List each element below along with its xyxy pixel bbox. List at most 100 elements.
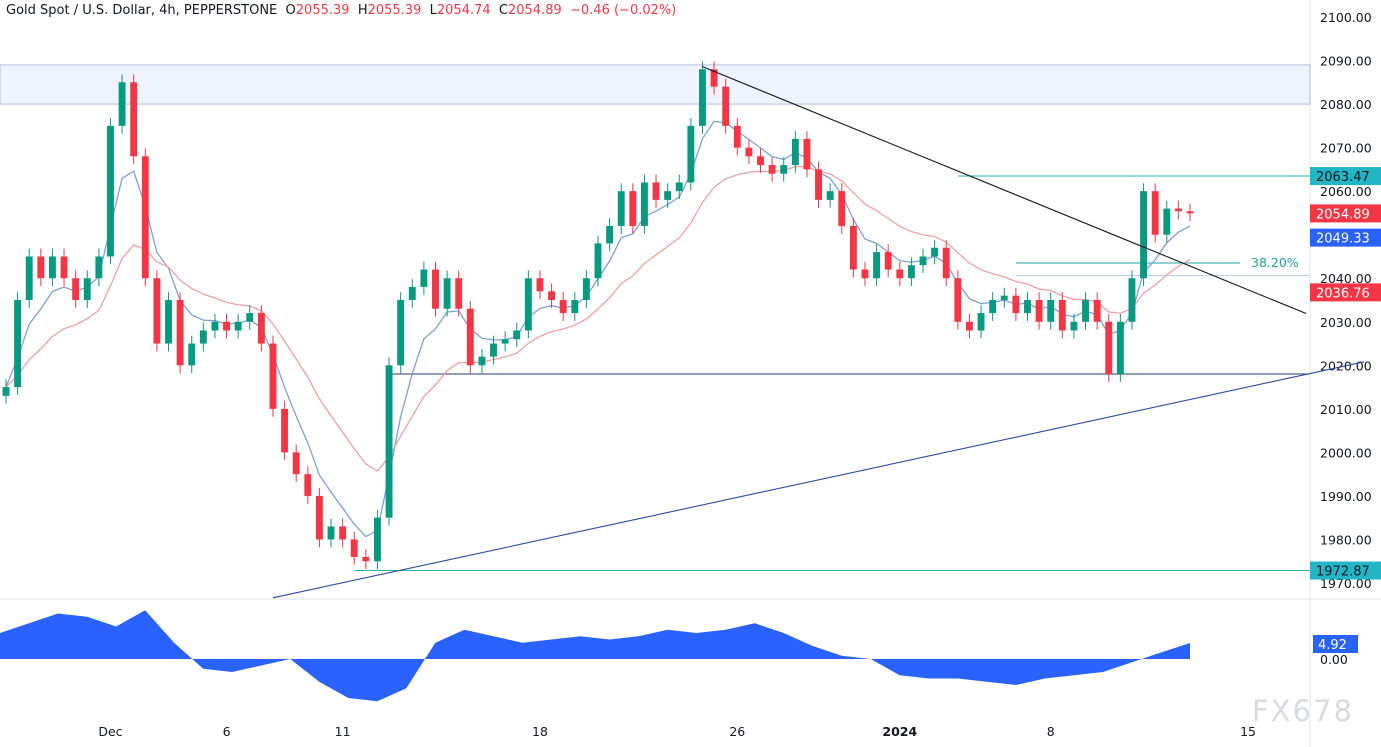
high-value: 2055.39 — [367, 3, 422, 18]
candle-body — [617, 191, 625, 226]
chart-header: Gold Spot / U.S. Dollar, 4h, PEPPERSTONE… — [6, 3, 676, 18]
moving-average-line — [5, 120, 1191, 538]
candle-body — [315, 495, 323, 540]
candle-body — [954, 278, 962, 322]
candle-body — [257, 313, 265, 344]
candle-body — [1058, 300, 1066, 331]
candle-body — [153, 278, 161, 344]
candle-body — [757, 156, 764, 166]
price-label-text: 2054.89 — [1316, 207, 1370, 222]
candle-body — [849, 225, 857, 270]
price-tick-label: 1980.00 — [1320, 532, 1372, 547]
candle-body — [443, 278, 451, 309]
price-label-text: 2049.33 — [1316, 232, 1370, 247]
candle-body — [420, 269, 428, 287]
candle-body — [490, 343, 497, 357]
candle-body — [14, 300, 22, 388]
candle-body — [1128, 278, 1136, 322]
change-value: −0.46 (−0.02%) — [570, 3, 677, 18]
candle-body — [211, 321, 219, 331]
fib-label: 38.20% — [1251, 255, 1299, 270]
candle-body — [722, 86, 730, 126]
candle-body — [768, 165, 776, 174]
close-label: C — [498, 3, 508, 18]
candle-body — [513, 330, 521, 340]
candle-body — [931, 247, 939, 257]
candle-body — [977, 313, 985, 331]
close-value: 2054.89 — [507, 3, 562, 18]
candle-body — [664, 191, 672, 200]
candle-body — [1163, 208, 1171, 235]
candle-body — [455, 278, 463, 309]
candle-body — [1116, 321, 1124, 375]
price-label-badge — [1310, 283, 1381, 302]
candle-body — [362, 556, 370, 562]
candle-body — [745, 147, 753, 157]
candle-body — [791, 138, 799, 166]
candle-body — [629, 191, 637, 226]
price-label-badge — [1310, 204, 1381, 223]
time-tick-label: 11 — [335, 724, 351, 739]
candle-body — [1035, 300, 1043, 322]
price-label-badge — [1310, 228, 1381, 247]
candle-body — [165, 300, 172, 344]
candle-body — [1082, 300, 1089, 322]
candle-body — [687, 125, 695, 183]
candle-body — [884, 252, 892, 270]
candle-body — [1012, 295, 1020, 314]
candle-body — [559, 300, 567, 314]
price-tick-label: 2040.00 — [1320, 271, 1372, 286]
candle-body — [478, 356, 486, 366]
candle-body — [304, 474, 312, 496]
candle-body — [292, 452, 300, 475]
trendline — [702, 66, 1307, 315]
candle-body — [327, 526, 335, 540]
candle-body — [780, 165, 788, 174]
price-label-text: 2063.47 — [1316, 170, 1370, 185]
candle-body — [1000, 295, 1008, 301]
watermark-logo: FX678 — [1252, 694, 1354, 728]
candle-body — [199, 330, 207, 344]
price-tick-label: 1970.00 — [1320, 576, 1372, 591]
candle-body — [281, 408, 289, 453]
candle-body — [130, 82, 138, 157]
candle-body — [896, 269, 904, 279]
candle-body — [1151, 191, 1159, 235]
candle-body — [1105, 321, 1113, 375]
candle-body — [385, 365, 393, 518]
candle-body — [339, 526, 347, 540]
time-tick-label: 18 — [532, 724, 548, 739]
candle-body — [48, 256, 56, 279]
resistance-zone — [0, 64, 1311, 105]
low-label: L — [429, 3, 437, 18]
candle-body — [60, 256, 68, 279]
candle-body — [699, 69, 706, 126]
oscillator-zero-label: 0.00 — [1320, 652, 1348, 667]
candle-body — [432, 269, 439, 309]
time-tick-label: Dec — [98, 724, 122, 739]
candle-body — [246, 313, 254, 322]
candle-body — [640, 182, 648, 226]
time-tick-label: 2024 — [882, 724, 917, 739]
time-tick-label: 8 — [1047, 724, 1055, 739]
candle-body — [234, 321, 242, 331]
candle-body — [1024, 300, 1031, 314]
candle-body — [350, 539, 358, 557]
candle-body — [873, 252, 881, 279]
candle-body — [907, 265, 915, 279]
candle-body — [710, 69, 718, 87]
candle-body — [826, 191, 834, 200]
candle-body — [606, 225, 614, 244]
candle-body — [536, 278, 544, 292]
moving-average-line — [5, 165, 1191, 472]
price-label-text: 2036.76 — [1316, 286, 1370, 301]
candle-body — [942, 247, 950, 279]
high-label: H — [357, 3, 368, 18]
candle-body — [1047, 300, 1055, 322]
candle-body — [223, 321, 230, 331]
candle-body — [815, 169, 822, 200]
candle-body — [733, 125, 741, 148]
candle-body — [1186, 211, 1194, 214]
